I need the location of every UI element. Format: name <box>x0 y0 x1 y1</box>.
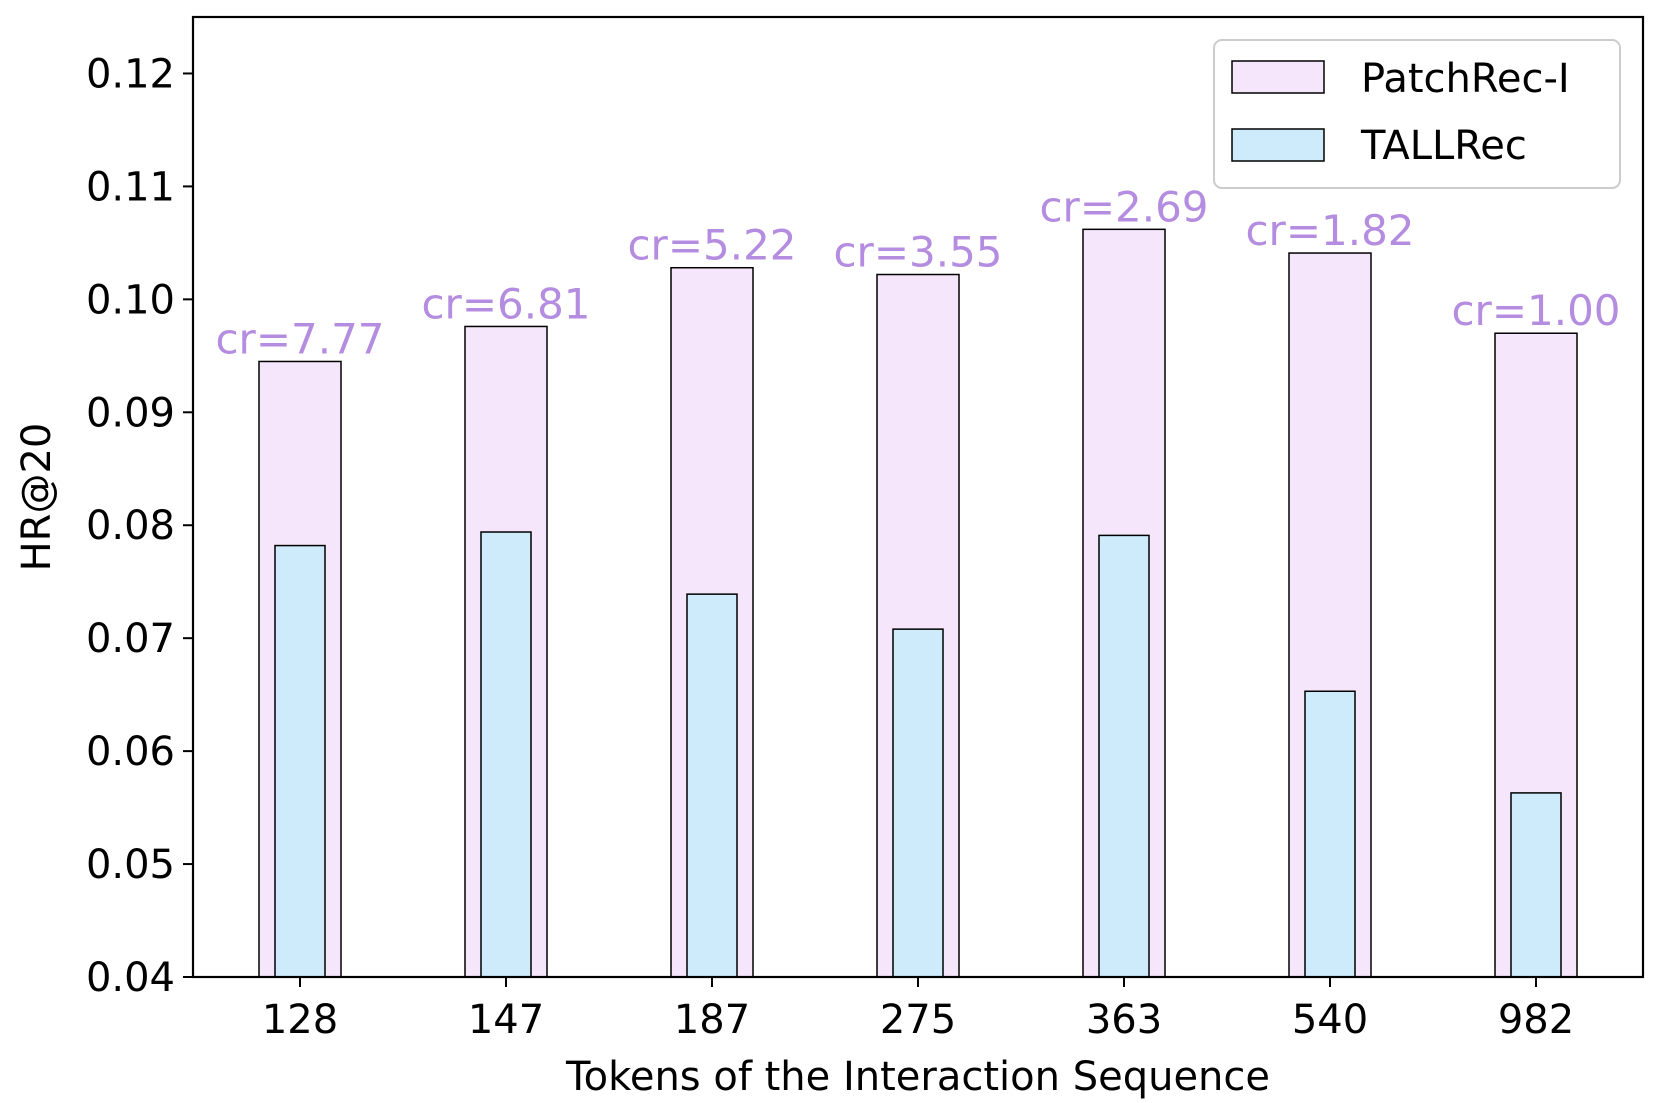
y-tick-label: 0.09 <box>86 390 175 436</box>
x-axis-label: Tokens of the Interaction Sequence <box>565 1054 1270 1099</box>
bar-tallrec-540 <box>1304 690 1356 978</box>
cr-annotation-982: cr=1.00 <box>1451 286 1620 335</box>
bars-layer <box>258 228 1578 978</box>
cr-annotation-275: cr=3.55 <box>833 228 1002 277</box>
cr-annotation-363: cr=2.69 <box>1039 182 1208 231</box>
x-tick-label: 187 <box>674 997 750 1043</box>
y-tick-label: 0.04 <box>86 955 175 1001</box>
x-tick-label: 540 <box>1292 997 1368 1043</box>
legend-label-patchrec-i: PatchRec-I <box>1361 56 1570 102</box>
y-tick-label: 0.11 <box>86 164 175 210</box>
y-tick-label: 0.08 <box>86 503 175 549</box>
bar-tallrec-982 <box>1510 792 1562 978</box>
bar-tallrec-128 <box>274 544 326 978</box>
bar-tallrec-147 <box>480 531 532 978</box>
y-tick-label: 0.06 <box>86 729 175 775</box>
cr-annotation-128: cr=7.77 <box>215 314 384 363</box>
cr-annotation-187: cr=5.22 <box>627 221 796 270</box>
y-tick-label: 0.10 <box>86 277 175 323</box>
x-tick-label: 147 <box>468 997 544 1043</box>
cr-annotation-147: cr=6.81 <box>421 279 590 328</box>
y-axis: 0.04 0.05 0.06 0.07 0.08 0.09 0.10 0.11 0.12 <box>86 51 193 1001</box>
legend-swatch-tallrec <box>1231 128 1325 162</box>
cr-annotation-540: cr=1.82 <box>1245 206 1414 255</box>
x-tick-label: 128 <box>262 997 338 1043</box>
bar-tallrec-275 <box>892 628 944 978</box>
y-tick-label: 0.07 <box>86 616 175 662</box>
x-tick-label: 275 <box>880 997 956 1043</box>
x-tick-label: 982 <box>1498 997 1574 1043</box>
annotations-layer: cr=7.77 cr=6.81 cr=5.22 cr=3.55 cr=2.69 cr=1.… <box>215 182 1620 363</box>
legend: PatchRec-I TALLRec <box>1213 39 1621 189</box>
x-axis: 128 147 187 275 363 540 982 <box>262 977 1574 1043</box>
bar-tallrec-363 <box>1098 534 1150 978</box>
bar-tallrec-187 <box>686 593 738 978</box>
y-tick-label: 0.05 <box>86 842 175 888</box>
y-axis-label: HR@20 <box>14 423 60 572</box>
x-tick-label: 363 <box>1086 997 1162 1043</box>
y-tick-label: 0.12 <box>86 51 175 97</box>
legend-swatch-patchrec-i <box>1231 60 1325 94</box>
legend-label-tallrec: TALLRec <box>1360 123 1527 169</box>
